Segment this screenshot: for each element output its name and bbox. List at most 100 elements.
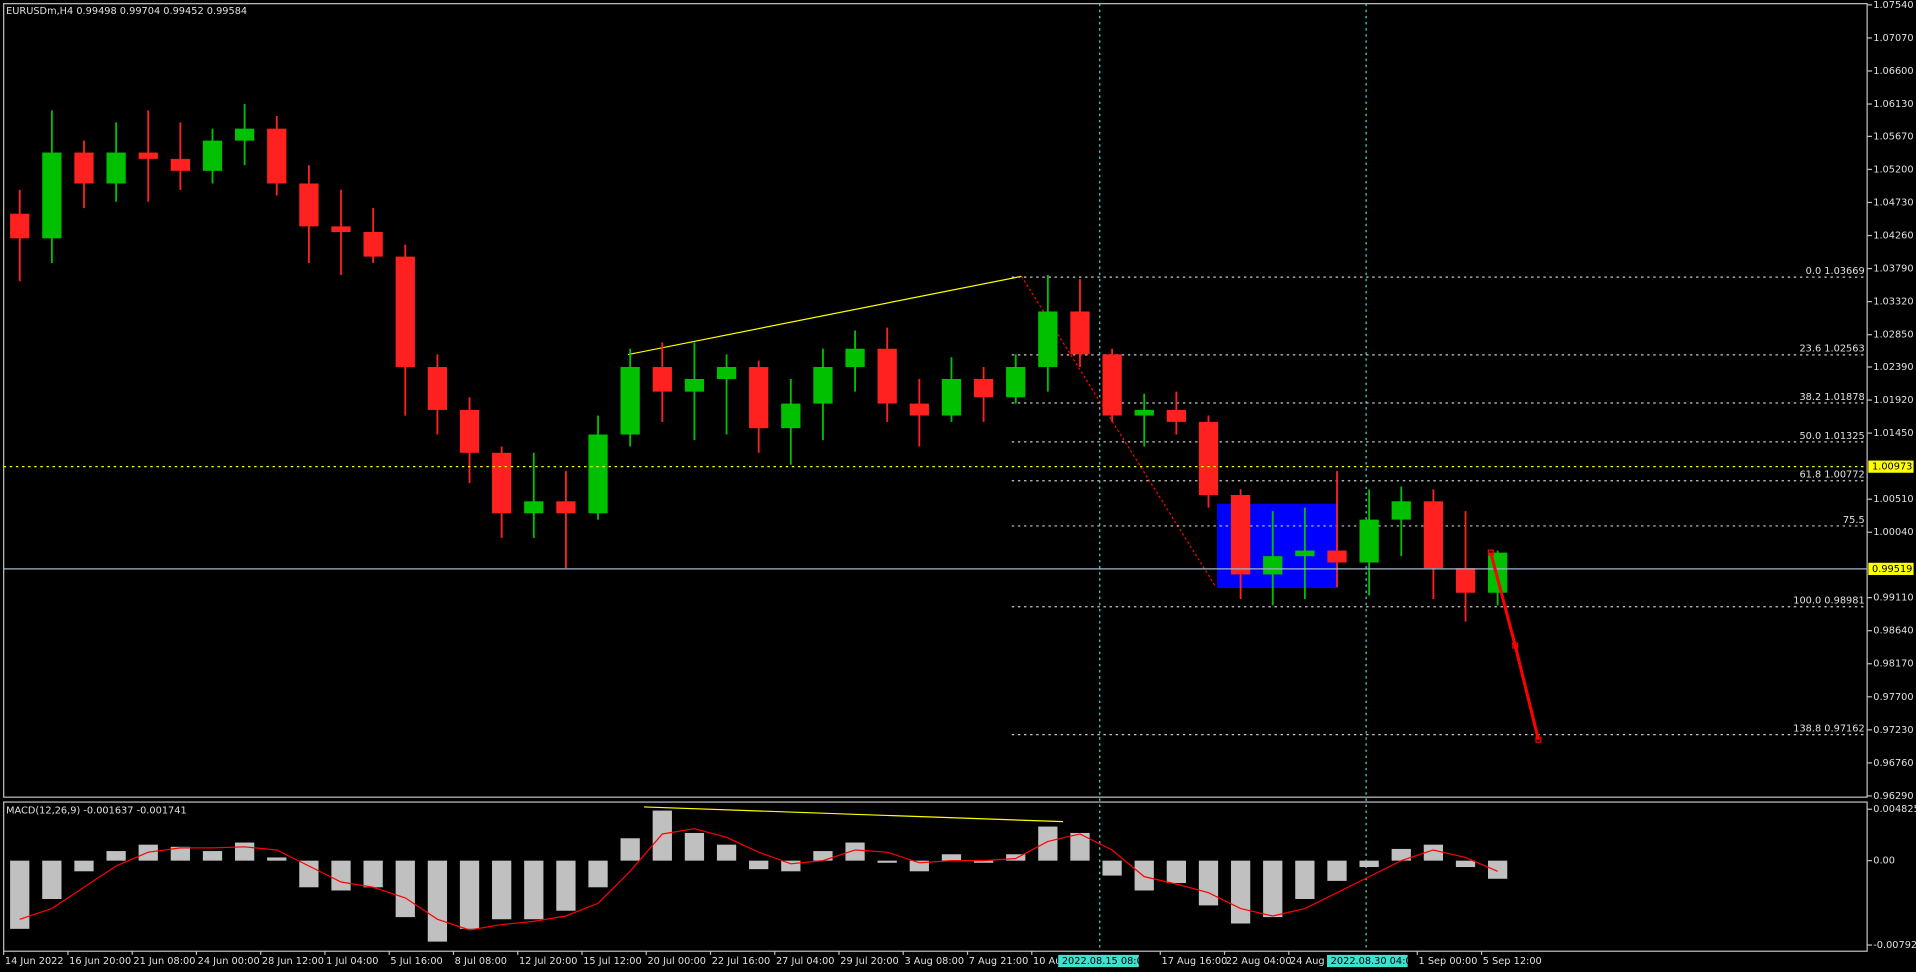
fib-label: 75.5 [1843,515,1865,526]
candle-body [138,152,158,159]
x-tick-label: 10 Aug [1033,956,1068,967]
candle-body [299,183,319,227]
macd-bar [106,851,126,861]
y-tick-label: 1.03790 [1873,264,1913,275]
macd-bar [973,860,994,863]
macd-bar [1038,826,1058,861]
macd-bar [395,860,415,918]
signal-line [19,828,1498,931]
macd-bar [716,844,737,861]
macd-bar [813,851,833,861]
macd-bar [1006,854,1026,861]
x-tick-label: 15 Jul 12:00 [583,956,642,967]
time-marker-box [1058,954,1139,968]
x-tick-label: 20 Jul 00:00 [647,956,706,967]
x-tick-label: 7 Aug 21:00 [969,956,1029,967]
candle-body [1455,568,1476,593]
fib-label: 100.0 0.98981 [1793,596,1864,607]
candle-body [106,152,126,184]
x-tick-label: 22 Aug 04:00 [1226,956,1292,967]
candle-body [1423,501,1444,569]
x-tick-label: 1 Sep 00:00 [1419,956,1478,967]
x-tick-label: 29 Jul 20:00 [840,956,899,967]
macd-bar [1230,860,1251,924]
macd-bar [1134,860,1154,891]
y-tick-label: 1.04730 [1873,197,1913,208]
y-tick-label: 1.05670 [1873,131,1913,142]
macd-bar [1263,860,1283,918]
fib-label: 61.8 1.00772 [1799,470,1864,481]
fib-label: 50.0 1.01325 [1799,431,1864,442]
y-tick-label: 1.00510 [1873,494,1913,505]
macd-bar [909,860,929,872]
macd-bar [941,854,962,861]
macd-bar [427,860,448,942]
candle-body [973,378,994,398]
candle-body [1134,409,1154,416]
y-tick-label: 0.98640 [1873,626,1913,637]
candle-body [1006,367,1026,398]
macd-bar [749,860,769,870]
trend-line [627,275,1022,356]
y-tick-label: 0.97700 [1873,692,1913,703]
macd-bar [1488,860,1508,879]
candle-body [877,348,897,404]
macd-bar [1359,860,1379,868]
y-tick-label: 1.05200 [1873,164,1913,175]
time-marker-label: 2022.08.15 08:00 [1062,956,1149,967]
candle-body [1295,550,1315,557]
candle-body [556,501,576,514]
y-tick-label: 0.96290 [1873,791,1913,802]
macd-bar [202,851,223,861]
candle-body [427,367,448,410]
macd-bar [74,860,94,872]
x-tick-label: 5 Jul 16:00 [390,956,442,967]
y-tick-label: 0.98170 [1873,659,1913,670]
x-tick-label: 22 Jul 16:00 [712,956,771,967]
macd-bar [363,860,383,888]
x-tick-label: 12 Jul 20:00 [519,956,578,967]
price-label-box [1868,460,1914,473]
y-tick-label: 1.00040 [1873,527,1913,538]
time-marker-label: 2022.08.30 04:00 [1331,956,1418,967]
y-tick-label: 0.004825 [1873,804,1916,815]
macd-bar [234,842,255,861]
x-tick-label: 17 Aug 16:00 [1162,956,1228,967]
x-tick-label: 8 Jul 08:00 [455,956,507,967]
macd-bar [267,857,287,861]
x-tick-label: 27 Jul 04:00 [776,956,835,967]
x-tick-label: 16 Jun 20:00 [69,956,131,967]
candle-body [1198,421,1219,495]
fib-label: 138.8 0.97162 [1793,724,1864,735]
candle-body [1263,556,1283,575]
candle-body [42,152,62,239]
candle-body [1359,519,1379,563]
macd-bar [1423,844,1444,861]
candle-body [492,452,512,514]
macd-bar [1295,860,1315,900]
candle-body [1166,409,1186,422]
y-tick-label: 1.07540 [1873,0,1913,11]
candle-body [652,367,672,392]
candle-body [941,378,962,416]
candle-body [363,232,383,257]
candle-body [620,367,640,435]
chart-title: EURUSDm,H4 0.99498 0.99704 0.99452 0.995… [6,6,247,17]
candle-body [395,256,415,368]
candle-body [74,152,94,184]
macd-trend-line [643,806,1064,823]
candle-body [267,128,287,184]
macd-bar [524,860,544,920]
macd-bar [652,810,672,861]
time-marker-box [1327,954,1408,968]
y-tick-label: -0.00792 [1873,940,1916,951]
x-tick-label: 14 Jun 2022 [5,956,64,967]
x-tick-label: 28 Jun 12:00 [262,956,324,967]
macd-bar [781,860,801,872]
y-tick-label: 1.06600 [1873,66,1913,77]
y-tick-label: 0.99110 [1873,593,1913,604]
macd-bar [299,860,319,888]
macd-panel-frame [3,801,1868,952]
